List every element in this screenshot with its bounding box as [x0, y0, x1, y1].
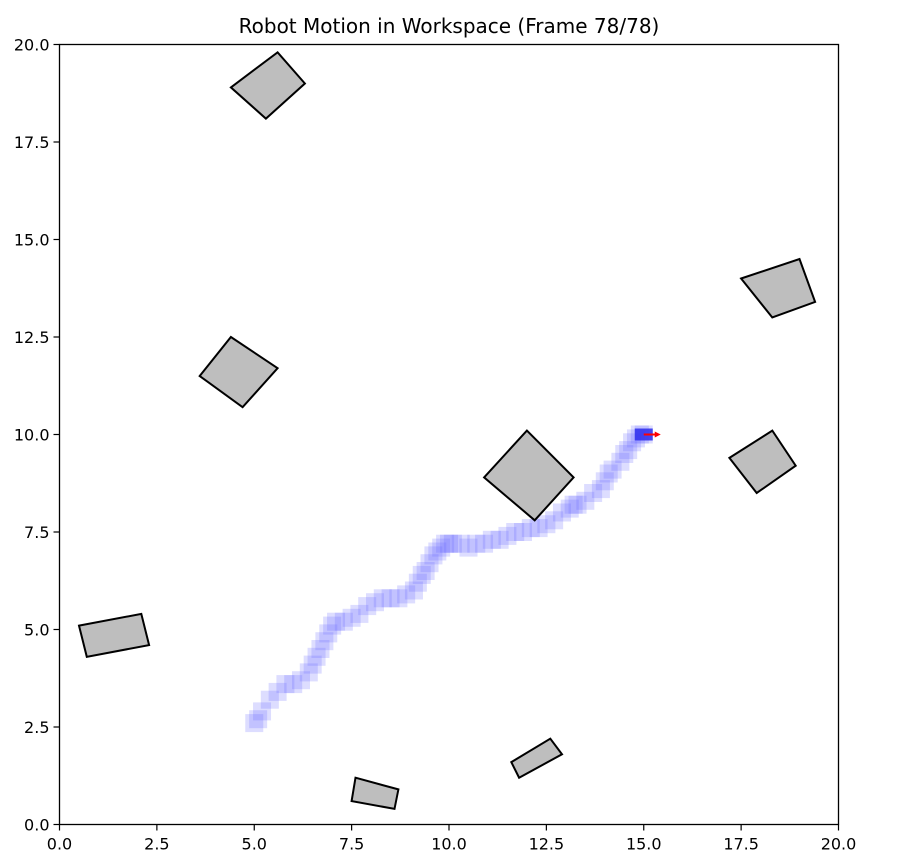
x-tick-label: 7.5	[339, 835, 364, 854]
y-tick-label: 2.5	[24, 718, 49, 737]
x-tick-label: 0.0	[47, 835, 72, 854]
trail-point	[311, 640, 330, 658]
trail-point	[381, 589, 400, 608]
obstacle	[482, 429, 575, 522]
trail-point	[245, 714, 264, 733]
trail-point	[268, 682, 287, 701]
trail-point	[249, 710, 268, 729]
y-axis: 0.0 2.5 5.0 7.5 10.0 12.5 15.0 17.5 20.0	[14, 36, 60, 835]
trail-point	[529, 519, 548, 538]
trail-point	[467, 534, 486, 553]
trail-point	[260, 690, 279, 709]
trail-point	[591, 480, 610, 499]
trail-point	[619, 441, 638, 460]
y-tick-label: 5.0	[24, 621, 49, 640]
trail-point	[323, 616, 342, 635]
y-tick-label: 17.5	[14, 133, 50, 152]
trail-point	[482, 530, 501, 549]
trail-point	[498, 526, 517, 545]
obstacle	[727, 429, 798, 495]
trail-point	[459, 538, 478, 557]
trail-point	[576, 491, 595, 510]
trail-point	[412, 565, 431, 584]
trail-point	[521, 519, 540, 538]
trail-point	[506, 523, 525, 541]
trail-point	[545, 511, 564, 530]
robot	[634, 428, 661, 441]
trail-point	[611, 452, 630, 471]
trail-point	[253, 702, 272, 721]
trail-point	[564, 495, 583, 514]
trail-point	[404, 581, 423, 600]
y-tick-label: 12.5	[14, 328, 50, 347]
x-axis: 0.0 2.5 5.0 7.5 10.0 12.5 15.0 17.5 20.0	[47, 824, 857, 854]
trail-point	[537, 515, 556, 534]
trail-point	[514, 523, 533, 541]
trail-point	[327, 612, 346, 631]
x-tick-label: 5.0	[242, 835, 267, 854]
plot-frame	[58, 43, 840, 826]
y-tick-label: 0.0	[24, 816, 49, 835]
trail-point	[299, 663, 318, 682]
trail-point	[424, 546, 443, 565]
y-tick-label: 20.0	[14, 36, 50, 55]
trail-point	[408, 573, 427, 592]
trail-point	[416, 562, 435, 580]
trail-point	[490, 530, 509, 549]
chart-title: Robot Motion in Workspace (Frame 78/78)	[239, 14, 660, 38]
trail-point	[440, 534, 458, 553]
trail-point	[307, 647, 326, 666]
x-tick-label: 20.0	[821, 835, 857, 854]
trail-point	[436, 534, 455, 553]
trail-point	[389, 589, 408, 608]
trail-point	[342, 608, 361, 627]
trail-point	[615, 445, 634, 463]
trail-point	[428, 542, 447, 561]
trail-point	[365, 593, 384, 612]
trail-point	[397, 585, 416, 604]
trail-point	[584, 484, 603, 502]
trail-point	[373, 589, 392, 608]
y-tick-label: 10.0	[14, 426, 50, 445]
trail-point	[276, 675, 295, 694]
trail-point	[291, 671, 310, 690]
y-tick-label: 7.5	[24, 523, 49, 542]
y-tick-label: 15.0	[14, 231, 50, 250]
obstacles	[77, 50, 817, 811]
x-tick-label: 15.0	[626, 835, 662, 854]
trail-point	[334, 612, 353, 631]
trail-point	[599, 464, 618, 483]
x-tick-label: 2.5	[144, 835, 169, 854]
trail-point	[315, 632, 334, 651]
trail-point	[319, 624, 338, 643]
obstacle	[739, 257, 817, 319]
trail-point	[595, 472, 614, 491]
trail-point	[560, 499, 579, 518]
obstacle	[509, 737, 564, 780]
x-tick-label: 10.0	[431, 835, 467, 854]
obstacle	[198, 335, 280, 409]
trail-point	[358, 597, 377, 616]
trail-point	[475, 534, 494, 553]
trail-point	[284, 675, 303, 694]
obstacle	[77, 612, 151, 658]
trail-point	[568, 495, 587, 514]
trail-point	[303, 655, 322, 674]
trajectory-trail	[245, 425, 653, 733]
heading-arrowhead	[654, 431, 661, 438]
trail-point	[552, 503, 571, 522]
trail-point	[420, 554, 439, 573]
x-tick-label: 17.5	[723, 835, 759, 854]
trail-point	[451, 534, 470, 553]
trail-point	[350, 604, 369, 623]
obstacle	[229, 50, 307, 120]
trail-point	[603, 460, 622, 479]
x-tick-label: 12.5	[529, 835, 565, 854]
obstacle	[350, 776, 400, 811]
trail-point	[443, 534, 462, 553]
trail-point	[432, 538, 451, 557]
